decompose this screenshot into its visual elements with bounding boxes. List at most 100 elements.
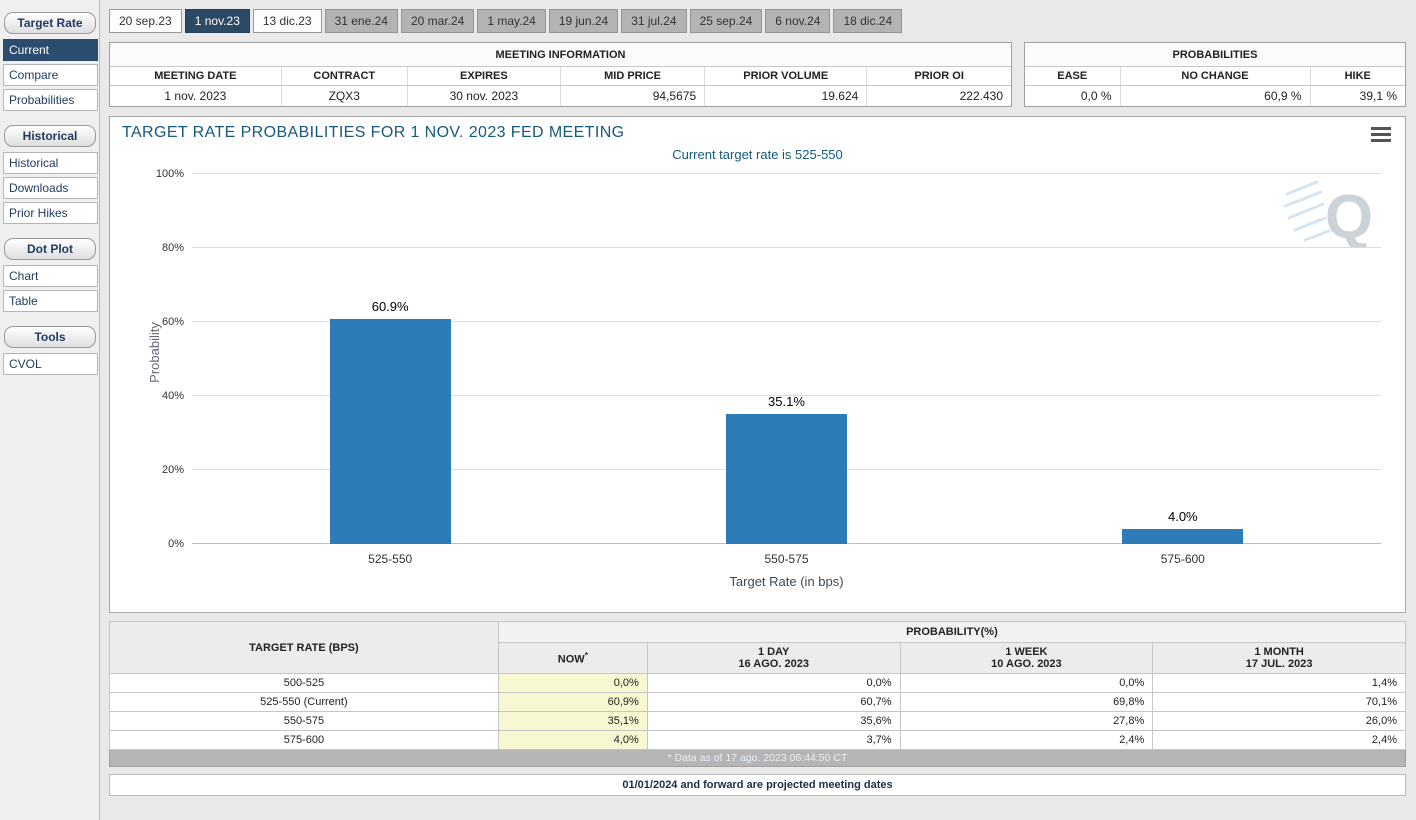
bar-575-600: 4.0%	[1122, 509, 1244, 544]
meeting-info-value-prior-volume: 19.624	[704, 85, 868, 106]
tab-19-jun-24[interactable]: 19 jun.24	[548, 9, 619, 33]
meeting-info-value-contract: ZQX3	[281, 85, 408, 106]
sub-header-1-day: 1 DAY 16 AGO. 2023	[646, 642, 901, 674]
sidebar-item-table[interactable]: Table	[3, 290, 98, 312]
y-tick-0%: 0%	[168, 538, 184, 550]
x-tick-525-550: 525-550	[368, 552, 413, 566]
y-axis-title: Probability	[146, 321, 162, 383]
tab-1-nov-23[interactable]: 1 nov.23	[184, 9, 250, 33]
now-cell: 60,9%	[497, 692, 648, 712]
probabilities-header-no-change: NO CHANGE	[1120, 67, 1311, 86]
sidebar-item-prior-hikes[interactable]: Prior Hikes	[3, 202, 98, 224]
meeting-information-table: MEETING DATE CONTRACT EXPIRES MID PRICE PRIO…	[110, 67, 1011, 106]
y-tick-20%: 20%	[161, 464, 184, 476]
probabilities-value-no-change: 60,9 %	[1120, 85, 1311, 106]
meeting-tabs: 20 sep.23 1 nov.23 13 dic.23 31 ene.24 20 ma…	[109, 9, 1406, 33]
value-cell: 2,4%	[1152, 730, 1406, 750]
y-tick-40%: 40%	[161, 390, 184, 402]
meeting-info-header-prior-oi: PRIOR OI	[866, 67, 1011, 86]
gridline-40%	[192, 395, 1381, 396]
sidebar-item-current[interactable]: Current	[3, 39, 98, 61]
sidebar-section-dot-plot[interactable]: Dot Plot	[4, 238, 96, 260]
rate-cell: 525-550 (Current)	[109, 692, 499, 712]
tab-13-dic-23[interactable]: 13 dic.23	[252, 9, 322, 33]
y-tick-60%: 60%	[161, 316, 184, 328]
tab-6-nov-24[interactable]: 6 nov.24	[765, 9, 831, 33]
x-tick-550-575: 550-575	[764, 552, 809, 566]
tab-31-jul-24[interactable]: 31 jul.24	[621, 9, 687, 33]
chart-menu-icon[interactable]	[1371, 127, 1391, 142]
rate-cell: 500-525	[109, 673, 499, 693]
now-cell: 4,0%	[497, 730, 648, 750]
tab-20-mar-24[interactable]: 20 mar.24	[400, 9, 475, 33]
rate-column-header: TARGET RATE (BPS)	[109, 621, 499, 674]
probabilities-panel: PROBABILITIES EASE NO CHANGE HIKE 0,0 % 60,…	[1024, 42, 1406, 107]
value-cell: 70,1%	[1152, 692, 1406, 712]
meeting-info-value-expires: 30 nov. 2023	[407, 85, 561, 106]
probability-group-header: PROBABILITY(%)	[497, 621, 1407, 643]
value-cell: 1,4%	[1152, 673, 1406, 693]
svg-text:Q: Q	[1325, 183, 1373, 248]
tab-18-dic-24[interactable]: 18 dic.24	[833, 9, 903, 33]
bar-slot-525-550: 60.9%	[192, 174, 588, 544]
bar-value-label-525-550: 60.9%	[371, 298, 409, 314]
sidebar-item-compare[interactable]: Compare	[3, 64, 98, 86]
tab-20-sep-23[interactable]: 20 sep.23	[109, 9, 182, 33]
value-cell: 35,6%	[646, 711, 901, 731]
sidebar-section-target-rate[interactable]: Target Rate	[4, 12, 96, 34]
sidebar-item-chart[interactable]: Chart	[3, 265, 98, 287]
gridline-80%	[192, 247, 1381, 248]
probabilities-value-row: 0,0 % 60,9 % 39,1 %	[1025, 85, 1405, 106]
gridline-60%	[192, 321, 1381, 322]
meeting-info-header-row: MEETING DATE CONTRACT EXPIRES MID PRICE PRIO…	[110, 67, 1011, 86]
now-cell: 35,1%	[497, 711, 648, 731]
sidebar-item-downloads[interactable]: Downloads	[3, 177, 98, 199]
projected-dates-note: 01/01/2024 and forward are projected mee…	[109, 774, 1406, 796]
x-axis-title: Target Rate (in bps)	[729, 574, 844, 589]
tab-25-sep-24[interactable]: 25 sep.24	[689, 9, 763, 33]
sub-header-1-week: 1 WEEK 10 AGO. 2023	[899, 642, 1154, 674]
probability-row-500-525: 500-525 0,0% 0,0% 0,0% 1,4%	[109, 673, 1406, 693]
probability-row-550-575: 550-575 35,1% 35,6% 27,8% 26,0%	[109, 711, 1406, 731]
meeting-info-value-prior-oi: 222.430	[959, 89, 1003, 103]
probabilities-header-ease: EASE	[1025, 67, 1121, 86]
probabilities-value-ease: 0,0 %	[1025, 85, 1121, 106]
tab-1-may-24[interactable]: 1 may.24	[477, 9, 546, 33]
target-rate-chart-panel: TARGET RATE PROBABILITIES FOR 1 NOV. 202…	[109, 116, 1406, 613]
now-cell: 0,0%	[497, 673, 648, 693]
sidebar-section-historical[interactable]: Historical	[4, 125, 96, 147]
sidebar-item-cvol[interactable]: CVOL	[3, 353, 98, 375]
plot-area: Q 0% 20% 40% 60% 80% 100% 60.9% 35.1% 4.0% 525-…	[156, 168, 1381, 589]
sub-header-now: NOW*	[497, 642, 648, 674]
bar-slot-575-600: 4.0%	[985, 174, 1381, 544]
y-tick-80%: 80%	[161, 242, 184, 254]
x-tick-575-600: 575-600	[1160, 552, 1205, 566]
sidebar: Target Rate Current Compare Probabilities Hi…	[0, 0, 100, 820]
value-cell: 2,4%	[899, 730, 1154, 750]
bar-slot-550-575: 35.1%	[588, 174, 984, 544]
value-cell: 27,8%	[899, 711, 1154, 731]
value-cell: 69,8%	[899, 692, 1154, 712]
probability-row-575-600: 575-600 4,0% 3,7% 2,4% 2,4%	[109, 730, 1406, 750]
value-cell: 0,0%	[646, 673, 901, 693]
meeting-info-value-meeting-date: 1 nov. 2023	[110, 85, 282, 106]
meeting-info-header-prior-volume: PRIOR VOLUME	[704, 67, 868, 86]
bar-550-575: 35.1%	[725, 394, 847, 544]
meeting-info-header-expires: EXPIRES	[407, 67, 561, 86]
meeting-info-header-meeting-date: MEETING DATE	[110, 67, 282, 86]
y-tick-100%: 100%	[155, 168, 184, 180]
value-cell: 60,7%	[646, 692, 901, 712]
probabilities-header-row: EASE NO CHANGE HIKE	[1025, 67, 1405, 86]
bar-value-label-550-575: 35.1%	[768, 394, 805, 410]
probabilities-title: PROBABILITIES	[1025, 43, 1405, 67]
sidebar-section-tools[interactable]: Tools	[4, 326, 96, 348]
meeting-info-header-contract: CONTRACT	[281, 67, 408, 86]
sidebar-item-historical[interactable]: Historical	[3, 152, 98, 174]
sidebar-item-probabilities[interactable]: Probabilities	[3, 89, 98, 111]
x-axis-ticks: 525-550 550-575 575-600	[192, 552, 1381, 566]
meeting-information-panel: MEETING INFORMATION MEETING DATE CONTRACT…	[109, 42, 1012, 107]
bar-525-550: 60.9%	[329, 299, 451, 544]
tab-31-ene-24[interactable]: 31 ene.24	[324, 9, 398, 33]
meeting-information-title: MEETING INFORMATION	[110, 43, 1011, 67]
